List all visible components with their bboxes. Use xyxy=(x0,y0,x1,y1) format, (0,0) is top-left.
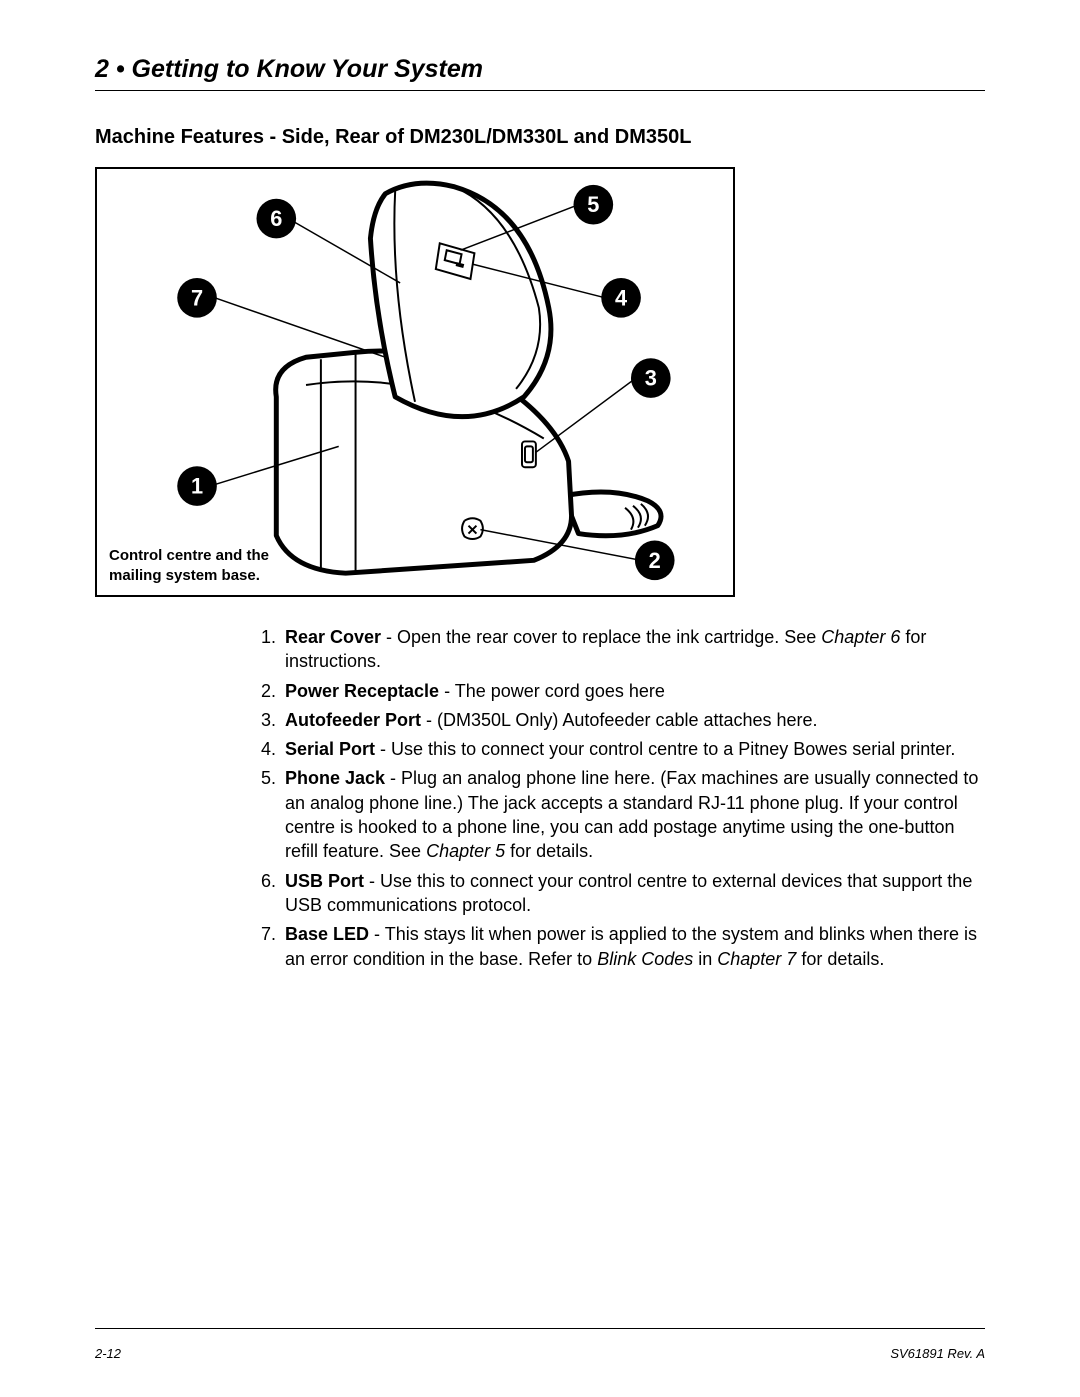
callout-4: 4 xyxy=(601,278,641,318)
feature-item-5: Phone Jack - Plug an analog phone line h… xyxy=(281,766,985,863)
section-heading: Machine Features - Side, Rear of DM230L/… xyxy=(95,126,985,149)
svg-text:2: 2 xyxy=(649,548,661,573)
svg-text:6: 6 xyxy=(270,206,282,231)
device-exit-tube xyxy=(564,492,661,536)
leader-3 xyxy=(536,378,636,452)
svg-text:5: 5 xyxy=(587,192,599,217)
callout-2: 2 xyxy=(635,541,675,581)
callout-1: 1 xyxy=(177,466,217,506)
feature-item-6: USB Port - Use this to connect your cont… xyxy=(281,869,985,918)
figure-box: 1 2 3 4 5 6 7 Control centre and the mai… xyxy=(95,167,735,597)
callout-6: 6 xyxy=(256,199,296,239)
svg-text:4: 4 xyxy=(615,285,627,310)
leader-7 xyxy=(215,298,385,357)
callout-5: 5 xyxy=(574,185,614,225)
feature-item-1: Rear Cover - Open the rear cover to repl… xyxy=(281,625,985,674)
footer-doc-id: SV61891 Rev. A xyxy=(890,1346,985,1361)
feature-item-3: Autofeeder Port - (DM350L Only) Autofeed… xyxy=(281,708,985,732)
figure-caption: Control centre and the mailing system ba… xyxy=(109,546,309,585)
rule-bottom xyxy=(95,1328,985,1329)
feature-item-2: Power Receptacle - The power cord goes h… xyxy=(281,679,985,703)
feature-item-7: Base LED - This stays lit when power is … xyxy=(281,922,985,971)
feature-list: Rear Cover - Open the rear cover to repl… xyxy=(253,625,985,971)
machine-diagram: 1 2 3 4 5 6 7 xyxy=(97,169,733,595)
callout-7: 7 xyxy=(177,278,217,318)
document-page: 2 • Getting to Know Your System Machine … xyxy=(0,0,1080,1397)
svg-text:1: 1 xyxy=(191,474,203,499)
footer-page-number: 2-12 xyxy=(95,1346,121,1361)
feature-item-4: Serial Port - Use this to connect your c… xyxy=(281,737,985,761)
rule-top xyxy=(95,90,985,91)
svg-text:7: 7 xyxy=(191,285,203,310)
callout-3: 3 xyxy=(631,358,671,398)
chapter-title: 2 • Getting to Know Your System xyxy=(95,55,985,84)
svg-text:3: 3 xyxy=(645,366,657,391)
